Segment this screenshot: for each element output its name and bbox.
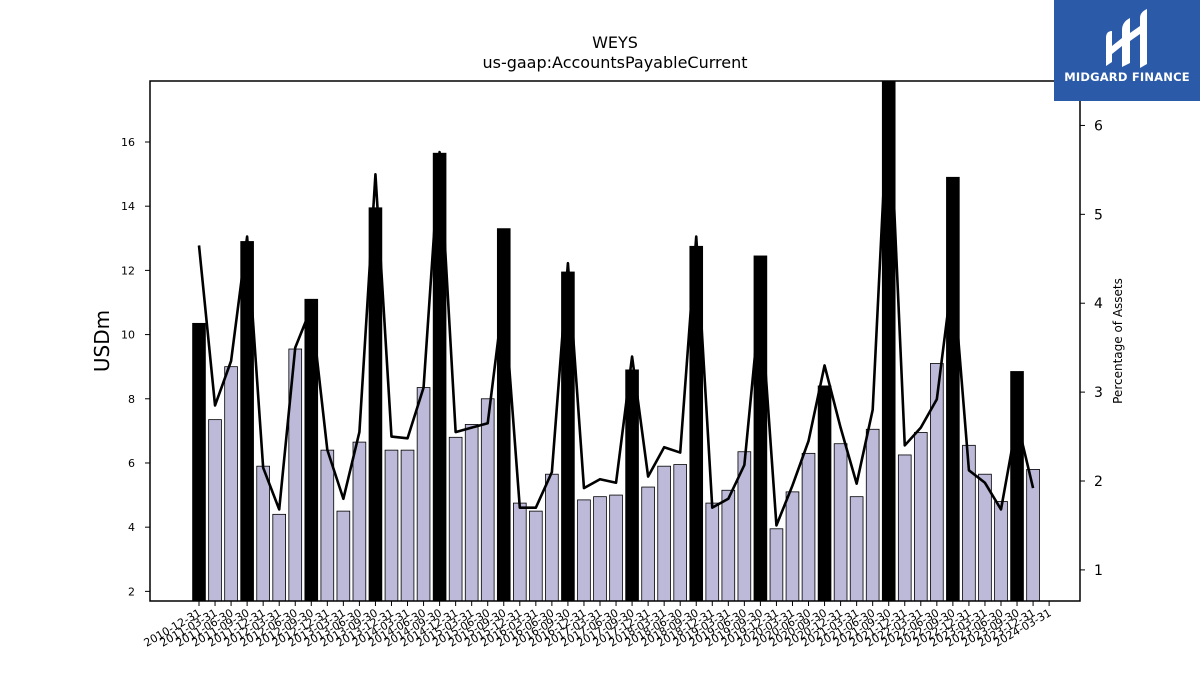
bar-2010-12-31 — [192, 322, 206, 602]
bar-2016-06-30 — [545, 473, 559, 602]
y-tick-label: 10 — [121, 329, 135, 342]
bar-2015-12-31 — [513, 502, 527, 602]
bar-2022-09-30 — [946, 176, 960, 602]
bar-2021-12-31 — [897, 454, 912, 602]
y-tick-label: 6 — [128, 457, 135, 470]
chart-title: WEYS — [592, 33, 638, 52]
y2-tick-label: 6 — [1094, 118, 1103, 134]
bar-2019-12-31 — [769, 528, 784, 602]
bar-2011-12-31 — [256, 465, 270, 602]
y2-tick-label: 5 — [1094, 207, 1103, 223]
bar-2011-03-31 — [208, 419, 222, 602]
bar-2020-12-31 — [833, 443, 848, 602]
bar-2012-12-31 — [320, 449, 335, 602]
bar-2015-03-31 — [464, 424, 479, 602]
bar-2020-09-30 — [817, 385, 832, 602]
brand-name: MIDGARD FINANCE — [1064, 70, 1190, 84]
y-axis-right: 1 2 3 4 5 6 — [1080, 118, 1103, 579]
y2-tick-label: 4 — [1094, 296, 1103, 312]
bar-2021-03-31 — [849, 496, 864, 602]
brand-logo: MIDGARD FINANCE — [1054, 0, 1200, 101]
y2-tick-label: 3 — [1094, 385, 1103, 401]
bar-2017-03-31 — [593, 496, 607, 602]
bar-2012-03-31 — [272, 513, 286, 602]
bar-2015-09-30 — [496, 228, 511, 602]
bar-2020-06-30 — [801, 452, 816, 602]
bar-2014-12-31 — [448, 436, 463, 602]
bar-2013-12-31 — [384, 449, 399, 602]
y-tick-label: 4 — [128, 521, 135, 534]
bar-2017-06-30 — [609, 494, 623, 602]
bar-2017-12-31 — [641, 486, 655, 602]
bar-2013-03-31 — [336, 510, 351, 602]
chart-subtitle: us-gaap:AccountsPayableCurrent — [482, 53, 747, 72]
bar-2023-12-31 — [1026, 468, 1040, 602]
bars-group — [192, 80, 1040, 602]
bar-2016-03-31 — [529, 510, 543, 602]
y-axis-label: USDm — [90, 310, 114, 372]
bar-2020-03-31 — [785, 491, 800, 602]
bar-2023-09-30 — [1010, 371, 1024, 602]
bar-2017-09-30 — [625, 369, 639, 602]
bar-2019-03-31 — [721, 489, 736, 602]
y-tick-label: 16 — [121, 136, 135, 149]
bar-2023-03-31 — [978, 473, 992, 602]
x-axis: 2010-12-312011-03-312011-06-302011-09-30… — [142, 601, 1054, 650]
bar-2018-12-31 — [705, 502, 720, 602]
logo-mark-icon — [1106, 9, 1147, 68]
y-axis-left: 2 4 6 8 10 12 14 16 — [121, 136, 150, 598]
bar-2015-06-30 — [480, 398, 495, 602]
bar-2013-06-30 — [352, 441, 367, 602]
line-percentage-of-assets — [197, 84, 1035, 527]
bar-2021-06-30 — [865, 428, 880, 602]
y-tick-label: 12 — [121, 264, 135, 277]
y-tick-label: 14 — [121, 200, 135, 213]
bar-2014-06-30 — [416, 387, 431, 602]
y2-tick-label: 1 — [1094, 563, 1103, 579]
bar-2018-03-31 — [657, 465, 671, 602]
bar-2014-03-31 — [400, 449, 415, 602]
bar-2016-12-31 — [577, 499, 591, 602]
y2-tick-label: 2 — [1094, 474, 1103, 490]
line-group — [197, 84, 1035, 527]
bar-2023-06-30 — [994, 501, 1008, 602]
bar-2022-03-31 — [914, 432, 928, 602]
y2-axis-label: Percentage of Assets — [1111, 278, 1125, 404]
bar-2011-06-30 — [224, 366, 238, 602]
bar-2018-06-30 — [673, 464, 687, 602]
y-tick-label: 2 — [128, 585, 135, 598]
y-tick-label: 8 — [128, 393, 135, 406]
plot-frame — [149, 80, 1081, 602]
